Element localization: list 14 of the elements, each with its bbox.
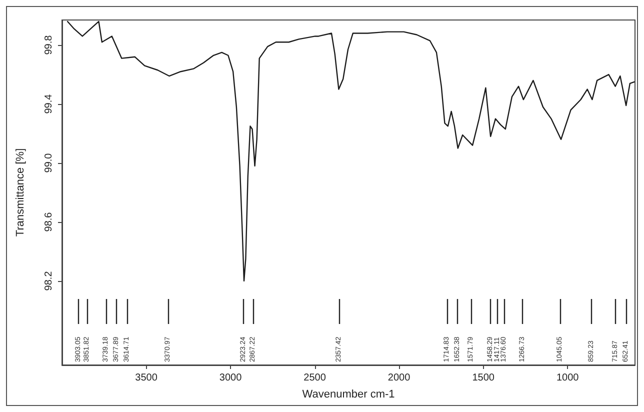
x-tick-label: 3500 — [135, 372, 158, 384]
line-series — [66, 20, 635, 282]
x-tick-label: 2500 — [304, 372, 326, 384]
y-axis-title: Transmittance [%] — [14, 148, 26, 237]
y-tick-label: 99.0 — [44, 152, 54, 173]
y-tick-label: 99.8 — [44, 34, 54, 55]
y-tick-label: 98.6 — [44, 212, 54, 232]
y-tick-label: 99.4 — [44, 94, 54, 114]
x-tick-label: 1000 — [556, 372, 580, 384]
x-tick-label: 3000 — [219, 372, 242, 384]
x-axis-title: Wavenumber cm-1 — [302, 388, 395, 400]
y-tick-label: 98.2 — [44, 270, 54, 291]
x-tick-label: 1500 — [472, 372, 495, 384]
x-tick-label: 2000 — [388, 372, 411, 384]
